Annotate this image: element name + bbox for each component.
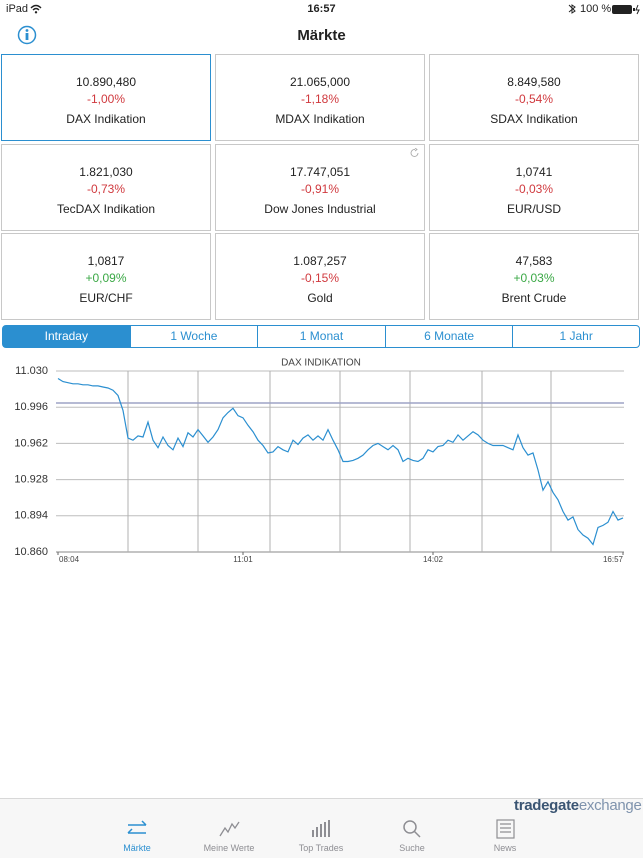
tile-name: Brent Crude xyxy=(501,291,567,305)
logo: tradegateexchange xyxy=(514,797,642,814)
tile-value: 1,0741 xyxy=(515,165,553,179)
tile-value: 1,0817 xyxy=(87,254,125,268)
logo-suffix: exchange xyxy=(578,797,642,814)
tile-name: Dow Jones Industrial xyxy=(264,202,376,216)
tile-value: 8.849,580 xyxy=(507,75,561,89)
logo-brand: tradegate xyxy=(514,797,579,814)
tile-value: 1.821,030 xyxy=(79,165,133,179)
y-tick-label: 10.996 xyxy=(14,401,48,413)
tile-name: DAX Indikation xyxy=(66,112,146,126)
x-tick-label: 14:02 xyxy=(423,555,444,564)
tile-value: 47,583 xyxy=(515,254,553,268)
tile-change: -1,00% xyxy=(86,92,126,106)
market-tile[interactable]: 10.890,480 -1,00% DAX Indikation xyxy=(1,54,211,141)
y-tick-label: 10.860 xyxy=(14,546,48,558)
market-tile[interactable]: 47,583 +0,03% Brent Crude xyxy=(429,233,639,320)
chart-title: DAX INDIKATION xyxy=(281,358,361,369)
tile-name: SDAX Indikation xyxy=(490,112,578,126)
tab-icon xyxy=(312,820,330,837)
tile-change: -0,91% xyxy=(300,182,340,196)
tile-name: TecDAX Indikation xyxy=(56,202,156,216)
battery-text: 100 % xyxy=(580,3,612,15)
market-tile[interactable]: 8.849,580 -0,54% SDAX Indikation xyxy=(429,54,639,141)
tile-value: 21.065,000 xyxy=(289,75,351,89)
period-button[interactable]: 1 Monat xyxy=(257,325,386,348)
period-button[interactable]: 6 Monate xyxy=(384,325,514,348)
tab-icons xyxy=(127,819,515,839)
tile-change: -0,73% xyxy=(86,182,126,196)
tile-change: -0,15% xyxy=(300,271,340,285)
tile-name: Gold xyxy=(307,291,333,305)
tile-name: EUR/CHF xyxy=(79,291,133,305)
tile-change: -1,18% xyxy=(300,92,340,106)
tab-label[interactable]: News xyxy=(493,843,517,853)
price-line xyxy=(57,377,624,546)
refresh-icon xyxy=(410,148,419,157)
tab-icon xyxy=(127,820,147,834)
y-tick-label: 10.928 xyxy=(14,474,48,486)
nav-title: Märkte xyxy=(297,27,346,44)
tile-value: 17.747,051 xyxy=(289,165,351,179)
market-tile[interactable]: 21.065,000 -1,18% MDAX Indikation xyxy=(215,54,425,141)
y-tick-label: 10.962 xyxy=(14,437,48,449)
tile-name: MDAX Indikation xyxy=(275,112,365,126)
market-tile[interactable]: 1,0817 +0,09% EUR/CHF xyxy=(1,233,211,320)
market-tile[interactable]: 1.087,257 -0,15% Gold xyxy=(215,233,425,320)
period-button[interactable]: 1 Jahr xyxy=(512,325,640,348)
market-tile[interactable]: 1,0741 -0,03% EUR/USD xyxy=(429,144,639,231)
battery-icon xyxy=(568,4,640,15)
tab-label[interactable]: Top Trades xyxy=(298,843,344,853)
x-tick-label: 16:57 xyxy=(603,555,624,564)
clock: 16:57 xyxy=(307,3,336,15)
y-tick-label: 11.030 xyxy=(15,365,48,377)
period-button[interactable]: Intraday xyxy=(2,325,131,348)
y-tick-label: 10.894 xyxy=(14,510,48,522)
market-tile[interactable]: 1.821,030 -0,73% TecDAX Indikation xyxy=(1,144,211,231)
tab-icon xyxy=(403,820,421,838)
tile-value: 10.890,480 xyxy=(75,75,137,89)
wifi-icon xyxy=(30,4,42,14)
tab-label[interactable]: Meine Werte xyxy=(203,843,255,853)
chart: DAX INDIKATION 10.860 10.894 10.928 10.962 1… xyxy=(14,358,624,564)
tab-label[interactable]: Märkte xyxy=(123,843,151,853)
info-button[interactable] xyxy=(17,25,37,45)
x-tick-label: 08:04 xyxy=(59,555,80,564)
tile-change: -0,03% xyxy=(514,182,554,196)
period-button[interactable]: 1 Woche xyxy=(129,325,259,348)
device-name: iPad xyxy=(6,3,29,15)
tile-change: -0,54% xyxy=(514,92,554,106)
tab-icon xyxy=(219,821,240,837)
tile-value: 1.087,257 xyxy=(293,254,347,268)
market-tile[interactable]: 17.747,051 -0,91% Dow Jones Industrial xyxy=(215,144,425,231)
tile-name: EUR/USD xyxy=(506,202,561,216)
tab-label[interactable]: Suche xyxy=(399,843,425,853)
tile-change: +0,09% xyxy=(85,271,127,285)
tile-change: +0,03% xyxy=(513,271,555,285)
tab-icon xyxy=(496,819,515,839)
x-tick-label: 11:01 xyxy=(233,555,253,564)
